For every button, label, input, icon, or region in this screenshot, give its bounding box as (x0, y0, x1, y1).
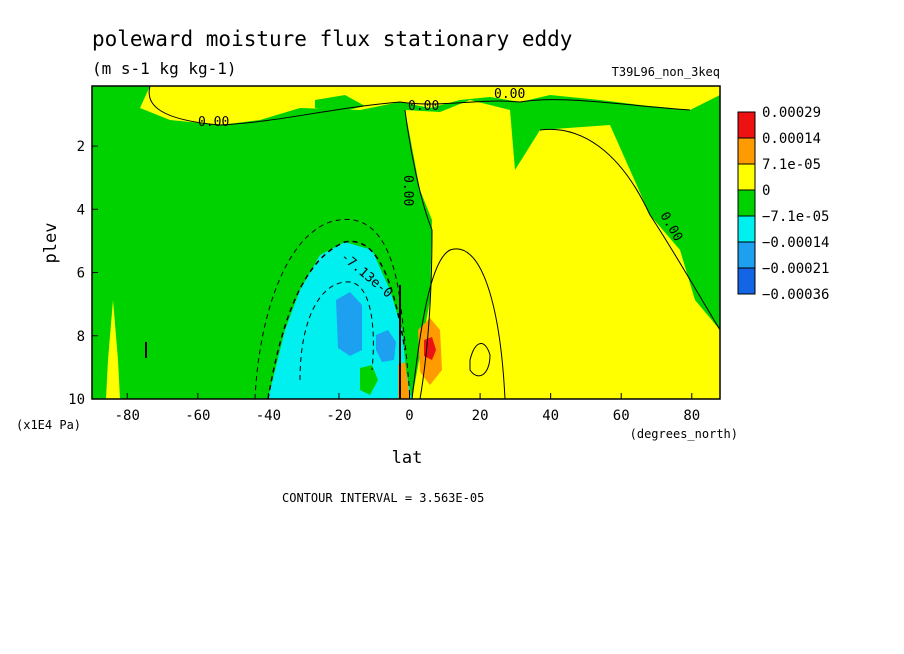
legend-swatch (737, 111, 756, 139)
x-tick-label: -60 (185, 408, 210, 424)
y-tick-label: 8 (77, 329, 85, 345)
plot-frame (91, 85, 721, 400)
contour-line (411, 248, 506, 399)
plot-area (92, 86, 720, 399)
legend-swatch (737, 137, 756, 165)
legend-label: 7.1e-05 (762, 157, 821, 173)
legend-label: 0.00014 (762, 131, 821, 147)
y-tick-label: 2 (77, 139, 85, 155)
x-tick-label: 20 (472, 408, 489, 424)
y-tick-label: 4 (77, 202, 85, 218)
region-negative-extreme-1 (336, 292, 362, 356)
y-axis: 2 4 6 8 10 (68, 139, 98, 408)
region-positive-strat (140, 86, 720, 125)
chart-title: poleward moisture flux stationary eddy (92, 27, 572, 51)
contour-label: 0.00 (408, 99, 439, 114)
legend: 0.00029 0.00014 7.1e-05 0 −7.1e-05 −0.00014 −0… (737, 105, 829, 303)
x-tick-label: -40 (256, 408, 281, 424)
contour-label: 0.00 (494, 87, 525, 102)
x-axis: -80 -60 -40 -20 0 20 40 60 80 (115, 393, 700, 424)
legend-swatch (737, 267, 756, 295)
legend-swatch (737, 163, 756, 191)
x-tick-label: 80 (683, 408, 700, 424)
contour-line (299, 281, 374, 381)
region-negative-extreme-2 (376, 330, 396, 362)
y-units-label: (x1E4 Pa) (16, 418, 81, 432)
legend-swatch (737, 241, 756, 269)
legend-label: −7.1e-05 (762, 209, 829, 225)
contour-line (539, 128, 720, 331)
legend-swatch (737, 189, 756, 217)
units-label: (m s-1 kg kg-1) (92, 59, 237, 78)
y-tick-label: 6 (77, 266, 85, 282)
x-units-label: (degrees_north) (630, 427, 738, 441)
contour-label: 0.00 (400, 175, 415, 206)
region-negative-surface (360, 365, 378, 395)
legend-swatch (737, 215, 756, 243)
region-positive-sp (106, 300, 120, 399)
y-tick-label: 10 (68, 392, 85, 408)
x-tick-label: -20 (326, 408, 351, 424)
x-tick-label: 40 (542, 408, 559, 424)
x-tick-label: -80 (115, 408, 140, 424)
contour-line (148, 86, 691, 126)
contour-label: 0.00 (198, 115, 229, 130)
run-label: T39L96_non_3keq (612, 65, 720, 79)
contour-line (469, 343, 491, 377)
legend-label: −0.00014 (762, 235, 829, 251)
x-tick-label: 60 (613, 408, 630, 424)
x-tick-label: 0 (405, 408, 413, 424)
legend-label: −0.00021 (762, 261, 829, 277)
contour-interval: CONTOUR INTERVAL = 3.563E-05 (282, 491, 484, 505)
legend-label: 0 (762, 183, 770, 199)
y-axis-label: plev (41, 223, 61, 264)
contour-line (404, 109, 433, 399)
x-axis-label: lat (392, 448, 423, 468)
region-positive-nh (405, 100, 720, 399)
legend-label: 0.00029 (762, 105, 821, 121)
legend-label: −0.00036 (762, 287, 829, 303)
contour-line (254, 218, 411, 399)
contour-line (267, 240, 406, 399)
